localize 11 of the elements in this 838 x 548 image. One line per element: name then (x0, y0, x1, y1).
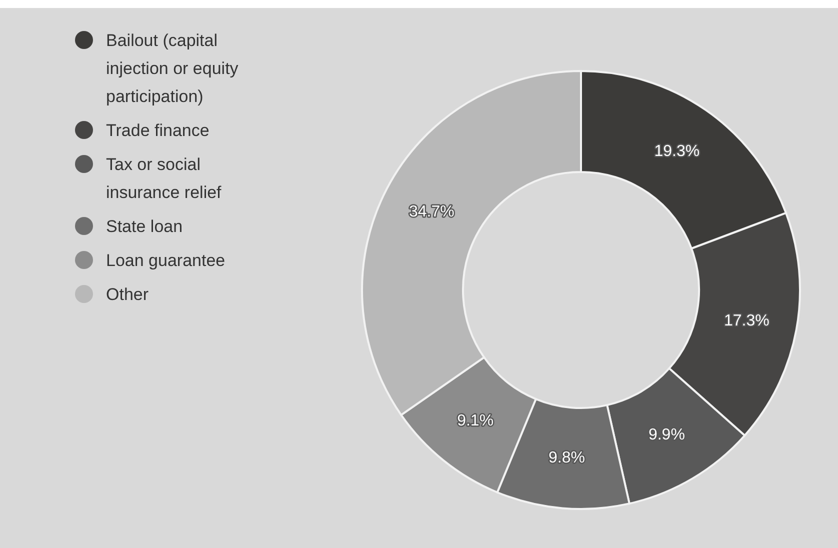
legend-label: Trade finance (106, 120, 210, 140)
legend-label: Tax or social insurance relief (106, 154, 222, 202)
data-label: 9.8% (548, 449, 585, 466)
legend-label: State loan (106, 216, 183, 236)
legend-label: Bailout (capital injection or equity participation) (106, 30, 239, 106)
data-label: 9.9% (648, 426, 685, 444)
data-label: 19.3% (654, 142, 700, 160)
data-label: 17.3% (724, 312, 770, 330)
legend-label: Other (106, 284, 149, 304)
data-label: 9.1% (457, 412, 494, 430)
legend-label: Loan guarantee (106, 250, 226, 270)
